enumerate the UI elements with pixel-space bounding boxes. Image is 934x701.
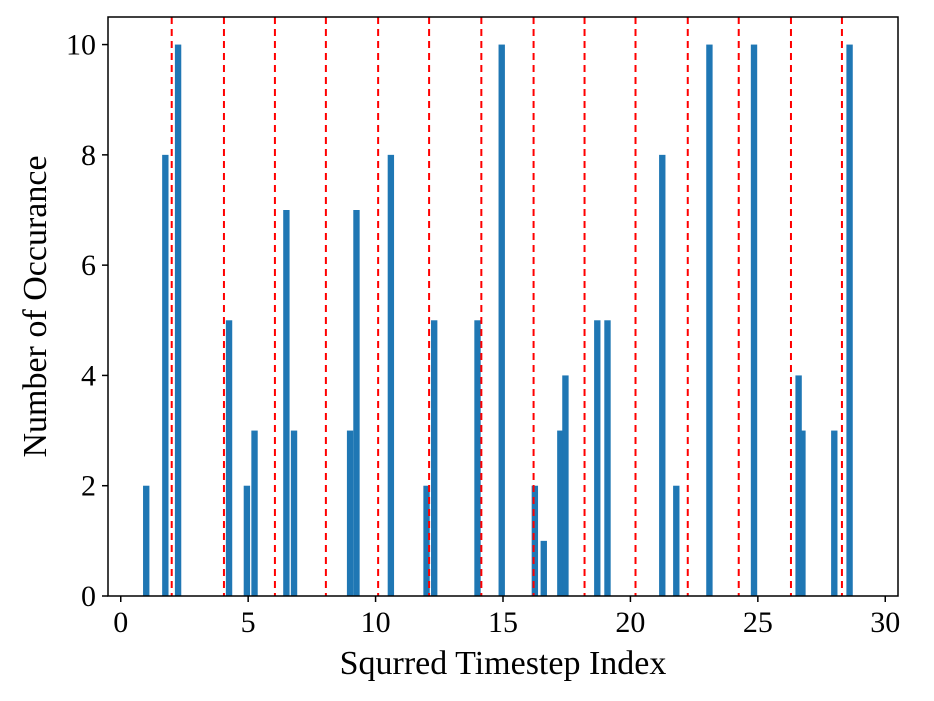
x-axis-label: Squrred Timestep Index (340, 645, 667, 682)
x-tick-label: 0 (113, 606, 128, 639)
x-tick-label: 25 (743, 606, 773, 639)
bar (750, 44, 758, 597)
bar (540, 540, 547, 596)
y-tick-label: 2 (81, 470, 96, 503)
x-tick-label: 15 (488, 606, 518, 639)
bar (225, 320, 233, 596)
bar (604, 320, 611, 596)
bar (831, 430, 838, 596)
y-tick-label: 6 (81, 249, 96, 282)
x-axis-ticks: 0 5 10 15 20 25 30 (113, 596, 900, 639)
bar (799, 430, 806, 596)
bar (423, 485, 430, 596)
y-tick-label: 8 (81, 139, 96, 172)
bar (531, 485, 539, 596)
bars-group (143, 44, 853, 597)
bar (143, 485, 150, 596)
bar (174, 44, 182, 597)
bar (659, 154, 666, 596)
bar (251, 430, 258, 596)
bar (346, 430, 354, 596)
y-axis-label: Number of Occurance (17, 155, 54, 457)
x-tick-label: 30 (870, 606, 900, 639)
y-tick-label: 0 (81, 580, 96, 613)
bar (795, 375, 802, 596)
bar (846, 44, 853, 597)
bar (673, 485, 680, 596)
y-tick-label: 10 (66, 29, 96, 62)
bar (594, 320, 601, 596)
bar (353, 210, 360, 596)
bar (290, 430, 298, 596)
bar (162, 154, 169, 596)
bar (387, 154, 395, 596)
y-axis-ticks: 0 2 4 6 8 10 (66, 29, 108, 613)
bar (706, 44, 713, 597)
bar (557, 430, 564, 596)
x-tick-label: 10 (361, 606, 391, 639)
x-tick-label: 5 (241, 606, 256, 639)
bar (562, 375, 569, 596)
bar (243, 485, 251, 596)
x-tick-label: 20 (615, 606, 645, 639)
bar (498, 44, 505, 597)
y-tick-label: 4 (81, 359, 96, 392)
reference-lines-group (170, 17, 843, 596)
bar (283, 210, 290, 596)
bar (431, 320, 438, 596)
bar (474, 320, 481, 596)
